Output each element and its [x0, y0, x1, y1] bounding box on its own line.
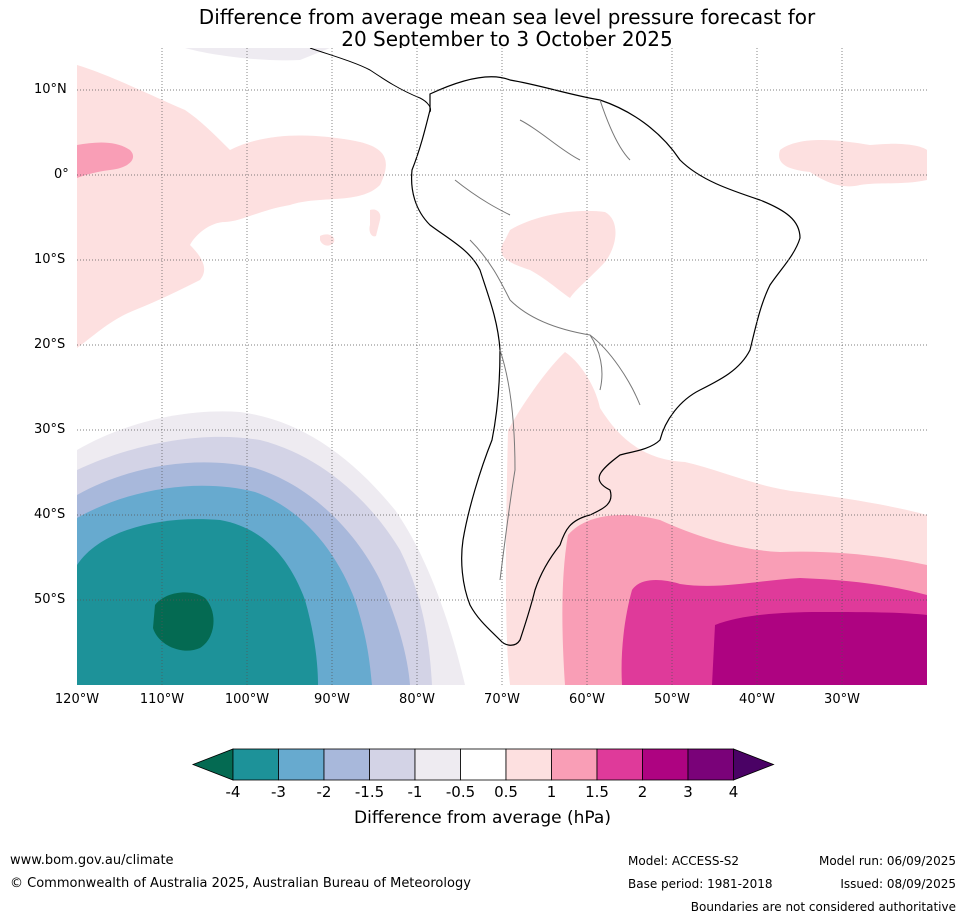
- colorbar-tick-label: -0.5: [445, 783, 476, 801]
- colorbar-swatch: [232, 748, 279, 781]
- lat-label-30S: 30°S: [34, 422, 66, 437]
- chart-title-line1: Difference from average mean sea level p…: [198, 5, 816, 29]
- footer-model-run: Model run: 06/09/2025: [818, 854, 956, 868]
- lon-label-40W: 40°W: [739, 692, 775, 707]
- colorbar-tick-label: -3: [271, 783, 286, 801]
- lat-label-0: 0°: [54, 167, 69, 182]
- colorbar-title: Difference from average (hPa): [354, 808, 611, 828]
- footer-copyright: © Commonwealth of Australia 2025, Austra…: [10, 876, 471, 891]
- footer-url[interactable]: www.bom.gov.au/climate: [10, 853, 174, 868]
- lon-label-90W: 90°W: [314, 692, 350, 707]
- lon-label-110W: 110°W: [139, 692, 185, 707]
- colorbar-tick-label: 3: [683, 783, 693, 801]
- colorbar-tick-label: 1.5: [585, 783, 609, 801]
- colorbar-tick-label: -1.5: [354, 783, 385, 801]
- anomaly-neg-4: [153, 592, 214, 651]
- lat-label-40S: 40°S: [34, 507, 66, 522]
- colorbar-swatch: [687, 748, 734, 781]
- colorbar-swatch: [505, 748, 552, 781]
- lon-label-50W: 50°W: [654, 692, 690, 707]
- colorbar-swatch: [596, 748, 643, 781]
- colorbar-swatch: [369, 748, 416, 781]
- colorbar-tick-label: -4: [225, 783, 241, 801]
- footer-disclaimer: Boundaries are not considered authoritat…: [690, 900, 956, 914]
- lon-label-120W: 120°W: [54, 692, 100, 707]
- colorbar-tick-label: 0.5: [494, 783, 518, 801]
- lon-label-60W: 60°W: [569, 692, 605, 707]
- colorbar-arrow-high: [733, 748, 775, 781]
- colorbar-swatch: [460, 748, 507, 781]
- graticule: [77, 48, 927, 685]
- country-borders: [454, 99, 641, 581]
- lon-label-80W: 80°W: [399, 692, 435, 707]
- footer-base-period: Base period: 1981-2018: [628, 877, 773, 891]
- anomaly-pos-2-south-atlantic: [712, 612, 927, 685]
- colorbar-tick-label: -2: [316, 783, 332, 801]
- colorbar-tick-label: 2: [637, 783, 648, 801]
- colorbar-swatch: [278, 748, 325, 781]
- colorbar-tick-label: 1: [546, 783, 557, 801]
- map-panel: [77, 48, 927, 685]
- colorbar-swatch: [551, 748, 598, 781]
- colorbar-tick-label: -1: [407, 783, 423, 801]
- footer-model: Model: ACCESS-S2: [628, 854, 740, 868]
- chart-title-line2: 20 September to 3 October 2025: [341, 27, 673, 51]
- colorbar-swatch: [642, 748, 689, 781]
- colorbar: [191, 748, 775, 781]
- lat-label-10N: 10°N: [34, 82, 67, 97]
- anomaly-pos-1-tropical-pacific: [77, 142, 134, 178]
- lat-label-20S: 20°S: [34, 337, 66, 352]
- lon-label-70W: 70°W: [484, 692, 520, 707]
- lon-label-100W: 100°W: [224, 692, 270, 707]
- anomaly-neg-0.5-north: [185, 48, 330, 61]
- lon-label-30W: 30°W: [824, 692, 860, 707]
- footer-issued: Issued: 08/09/2025: [840, 877, 956, 891]
- colorbar-swatch: [414, 748, 461, 781]
- central-america-coastline: [309, 48, 431, 113]
- colorbar-arrow-low: [191, 748, 234, 781]
- colorbar-swatch: [323, 748, 370, 781]
- colorbar-tick-label: 4: [728, 783, 739, 801]
- anomaly-pos-0.5-islands: [320, 209, 381, 246]
- anomaly-pos-0.5-tropical-pacific: [77, 65, 386, 348]
- lat-label-50S: 50°S: [34, 592, 66, 607]
- lat-label-10S: 10°S: [34, 252, 66, 267]
